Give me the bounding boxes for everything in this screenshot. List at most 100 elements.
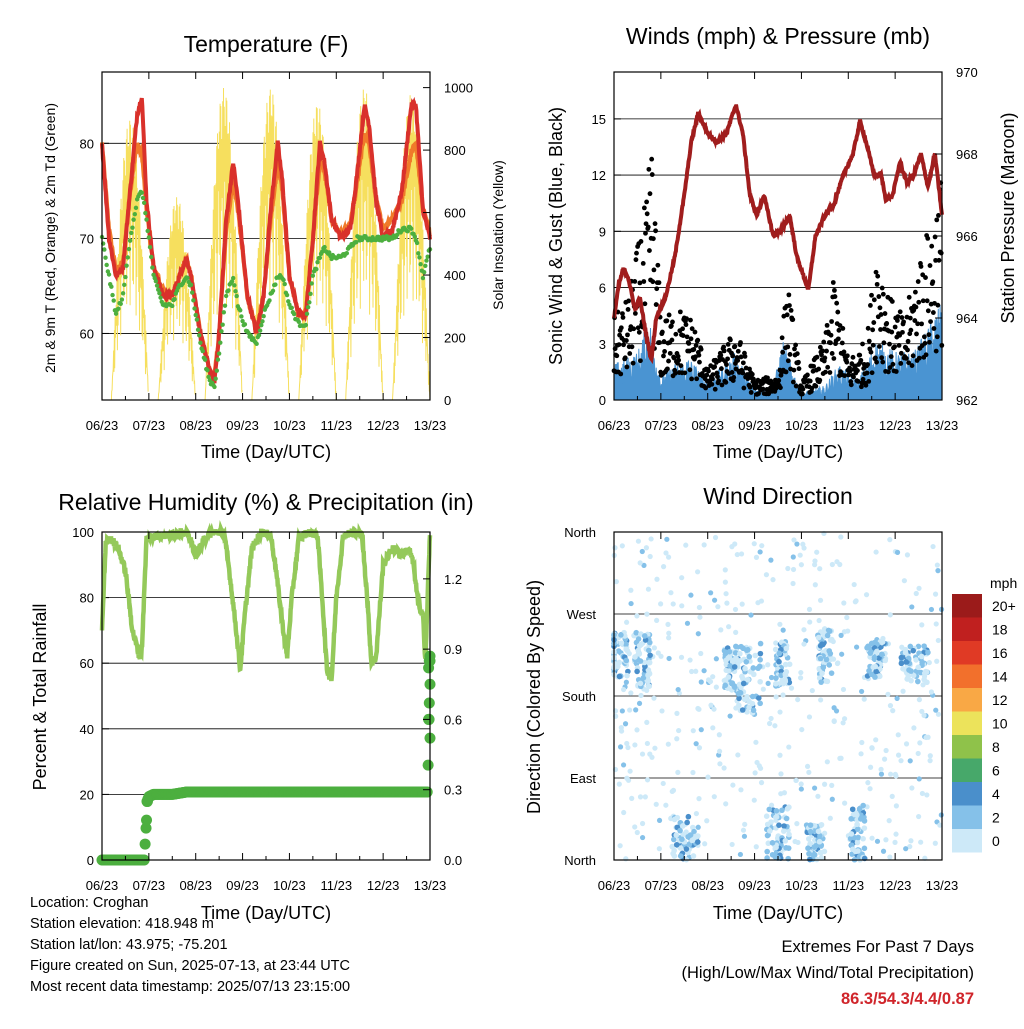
dewpoint-point (156, 287, 161, 292)
gust-point (721, 344, 727, 350)
dewpoint-point (157, 291, 162, 296)
gust-point (672, 370, 678, 376)
gust-point (933, 348, 939, 354)
dewpoint-point (214, 368, 219, 373)
direction-point (867, 764, 874, 770)
direction-point (818, 697, 824, 703)
dewpoint-point (192, 306, 197, 311)
direction-point (637, 560, 643, 566)
gust-point (864, 370, 870, 376)
direction-point (885, 691, 891, 697)
direction-point (773, 681, 779, 687)
gust-point (667, 350, 673, 356)
gust-point (836, 327, 842, 333)
direction-point (812, 785, 818, 791)
direction-point (865, 780, 871, 786)
dewpoint-point (308, 291, 313, 297)
gust-point (934, 217, 940, 223)
gust-point (915, 279, 921, 284)
dewpoint-point (212, 384, 217, 390)
dewpoint-point (153, 278, 159, 284)
solar-insolation-line (345, 89, 384, 401)
direction-point (813, 842, 819, 849)
dewpoint-point (139, 190, 145, 195)
dewpoint-point (205, 368, 210, 373)
dewpoint-point (202, 357, 208, 362)
gust-point (929, 243, 935, 249)
direction-point (617, 744, 624, 750)
direction-point (818, 679, 824, 685)
wind-x-tick-label: 08/23 (691, 418, 724, 433)
gust-point (870, 342, 876, 348)
direction-point (868, 640, 875, 647)
gust-point (871, 297, 877, 303)
gust-point (684, 334, 690, 340)
direction-point (708, 702, 714, 708)
direction-point (858, 751, 864, 757)
direction-point (934, 562, 940, 568)
direction-point (755, 600, 761, 606)
direction-point (798, 781, 804, 787)
dewpoint-point (132, 211, 137, 217)
gust-point (718, 352, 724, 358)
dewpoint-point (270, 288, 276, 294)
direction-point (739, 707, 746, 713)
gust-point (675, 353, 681, 359)
gust-point (665, 366, 670, 372)
gust-point (851, 374, 856, 380)
dewpoint-point (106, 272, 112, 277)
gust-point (936, 257, 942, 263)
direction-point (783, 645, 790, 652)
gust-point (821, 339, 827, 345)
gust-point (735, 348, 741, 354)
dewpoint-point (185, 275, 190, 281)
gust-point (926, 332, 932, 338)
temperature-y-label-left: 2m & 9m T (Red, Orange) & 2m Td (Green) (42, 103, 58, 373)
gust-point (645, 224, 651, 230)
direction-point (860, 835, 866, 842)
direction-point (663, 802, 669, 808)
direction-point (878, 766, 884, 772)
dewpoint-point (222, 303, 228, 308)
temperature-x-tick-label: 11/23 (320, 418, 352, 433)
extremes-title: Extremes For Past 7 Days (781, 938, 974, 956)
direction-point (712, 534, 719, 541)
direction-point (613, 579, 619, 585)
gust-point (811, 363, 817, 369)
direction-point (855, 834, 861, 841)
direction-point (901, 578, 907, 584)
gust-point (632, 310, 638, 316)
direction-point (935, 568, 941, 574)
direction-point (764, 848, 770, 855)
direction-point (616, 781, 622, 787)
legend-label: 8 (992, 739, 1000, 755)
gust-point (930, 279, 936, 285)
direction-point (738, 787, 744, 793)
direction-point (873, 549, 879, 555)
direction-point (777, 621, 783, 627)
legend-label: 14 (992, 668, 1008, 684)
rh-x-tick-label: 13/23 (414, 878, 447, 893)
wind-right-tick-label: 964 (956, 311, 978, 326)
direction-point (739, 601, 745, 607)
rh-x-tick-label: 08/23 (179, 878, 212, 893)
gust-point (791, 367, 797, 373)
dewpoint-point (317, 255, 323, 260)
dewpoint-point (305, 304, 311, 310)
gust-point (844, 359, 850, 365)
direction-x-tick-label: 06/23 (598, 878, 631, 893)
gust-point (788, 307, 794, 313)
legend-swatch (952, 617, 982, 641)
rh-x-tick-label: 10/23 (273, 878, 306, 893)
direction-point (915, 750, 921, 757)
gust-point (695, 337, 701, 343)
direction-point (693, 810, 699, 817)
rh-y-tick-label: 80 (80, 591, 94, 606)
gust-point (869, 370, 875, 376)
direction-point (909, 785, 915, 791)
gust-point (816, 366, 822, 372)
direction-point (837, 561, 843, 568)
direction-point (654, 617, 660, 624)
gust-point (676, 357, 682, 363)
gust-point (623, 338, 629, 343)
